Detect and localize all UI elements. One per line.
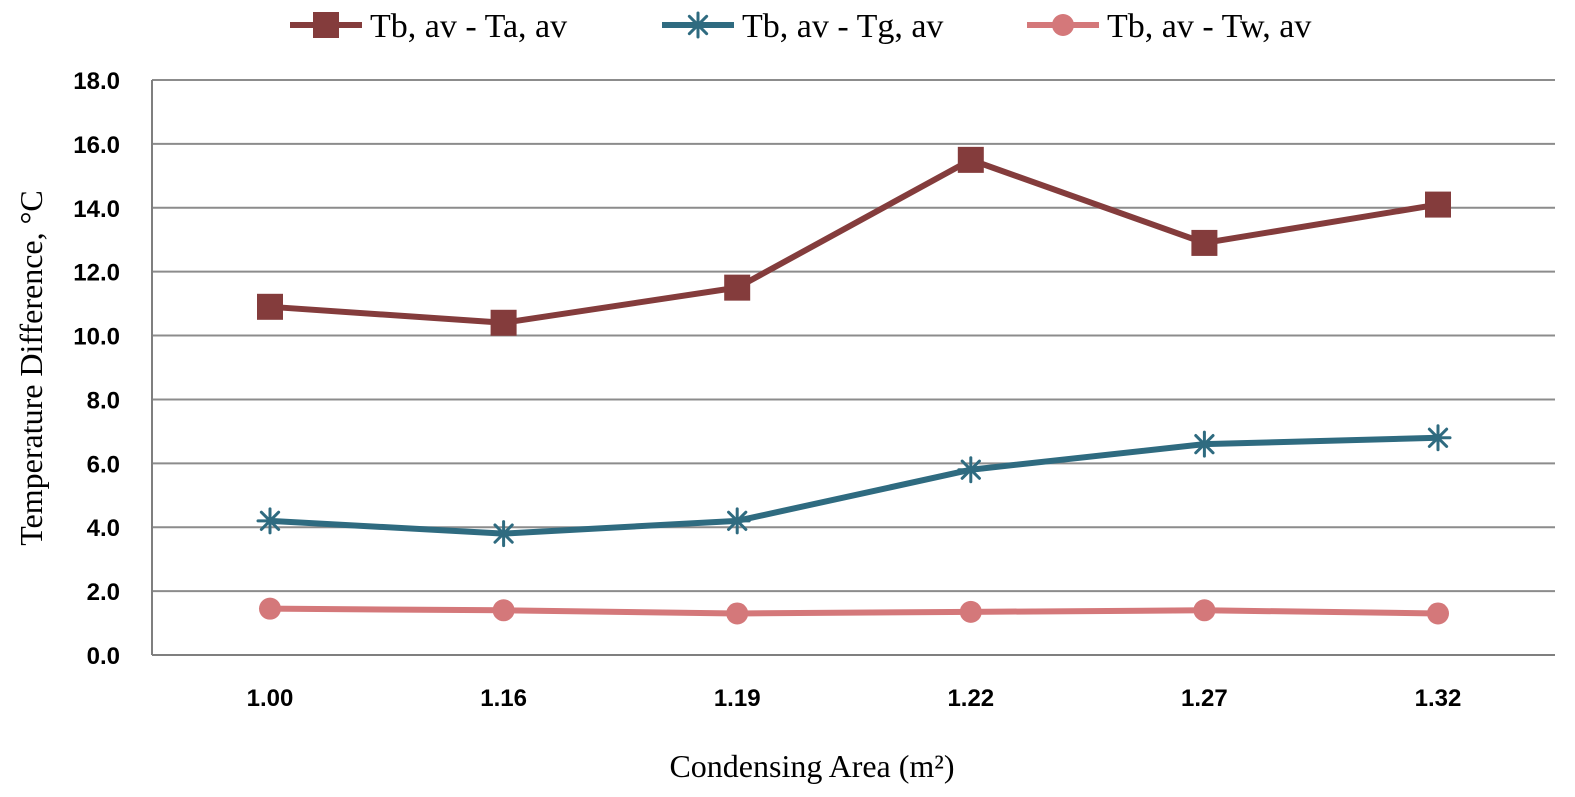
data-point [256,507,284,535]
data-point [257,293,283,320]
data-point [957,146,984,173]
legend-label: Tb, av - Tw, av [1107,8,1311,45]
series-line-1 [269,156,1439,326]
x-tick-label: 1.32 [1415,685,1462,712]
x-tick-label: 1.19 [714,685,761,712]
x-tick-label: 1.27 [1181,685,1228,712]
data-point [490,309,517,336]
legend-entry-2: Tb, av - Tg, av [662,8,943,45]
y-tick-label: 8.0 [87,387,120,414]
data-point [1424,424,1452,452]
y-tick-label: 2.0 [87,579,120,606]
x-tick-label: 1.16 [480,685,527,712]
y-tick-label: 4.0 [87,515,120,542]
x-tick-labels: 1.00 1.16 1.19 1.22 1.27 1.32 [247,685,1462,712]
data-point [726,602,749,625]
legend: Tb, av - Ta, av Tb, av - Tg, av Tb, av - T… [290,8,1311,45]
data-point [490,520,518,548]
data-point [1425,191,1451,218]
data-point [492,599,515,622]
data-point [959,600,982,623]
y-tick-label: 12.0 [73,260,120,287]
legend-label: Tb, av - Tg, av [742,8,943,45]
gridlines [152,79,1555,593]
legend-marker [1052,14,1074,36]
data-point [724,274,751,301]
x-axis-label: Condensing Area (m²) [669,748,954,784]
y-tick-label: 10.0 [73,324,120,351]
y-tick-labels: 0.0 2.0 4.0 6.0 8.0 10.0 12.0 14.0 16.0 18.0 [73,68,120,670]
data-point [957,456,985,484]
series-line-2 [269,434,1439,537]
y-axis-label: Temperature Difference, °C [13,190,49,546]
y-tick-label: 18.0 [73,68,120,95]
legend-label: Tb, av - Ta, av [370,8,567,45]
data-point [723,507,751,535]
x-tick-label: 1.00 [247,685,294,712]
x-tick-label: 1.22 [947,685,994,712]
legend-marker [684,11,712,39]
legend-marker [313,12,339,38]
data-point [1191,229,1218,256]
y-tick-label: 14.0 [73,196,120,223]
data-point [1427,602,1449,625]
data-point [1193,599,1216,622]
legend-entry-3: Tb, av - Tw, av [1027,8,1311,45]
series-line-3 [269,605,1439,617]
y-tick-label: 0.0 [87,643,120,670]
y-tick-label: 16.0 [73,132,120,159]
legend-entry-1: Tb, av - Ta, av [290,8,567,45]
data-point [259,597,281,620]
y-tick-label: 6.0 [87,451,120,478]
series-group [256,146,1452,625]
data-point [1190,430,1218,458]
